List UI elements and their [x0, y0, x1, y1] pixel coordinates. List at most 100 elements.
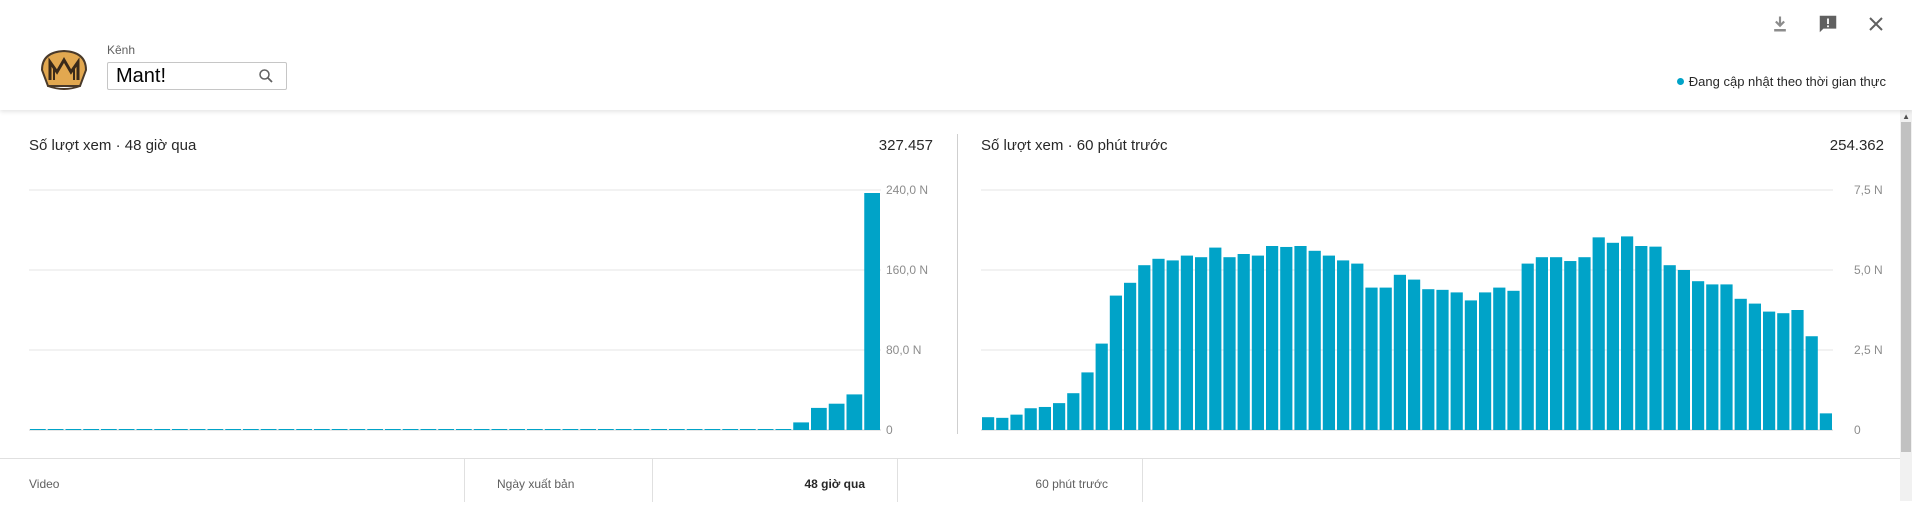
- chart1-bar[interactable]: [828, 403, 845, 430]
- chart2-bar[interactable]: [1819, 413, 1832, 430]
- scroll-up-arrow[interactable]: ▲: [1902, 112, 1910, 121]
- chart2-bar[interactable]: [1692, 281, 1705, 430]
- chart2-bar[interactable]: [1479, 292, 1492, 430]
- chart1-bar[interactable]: [864, 193, 880, 430]
- close-icon[interactable]: [1862, 10, 1890, 38]
- chart2-bar[interactable]: [1493, 287, 1506, 430]
- chart1-bar[interactable]: [243, 429, 259, 430]
- column-header-60-minutes[interactable]: 60 phút trước: [897, 459, 1142, 502]
- chart2-bar[interactable]: [1521, 263, 1534, 430]
- chart2-bar[interactable]: [1138, 265, 1151, 430]
- chart1-bar[interactable]: [331, 429, 348, 430]
- chart2-bar[interactable]: [1266, 246, 1279, 430]
- chart2-bar[interactable]: [1379, 287, 1392, 430]
- chart2-bar[interactable]: [1393, 274, 1406, 430]
- chart1-bar[interactable]: [225, 429, 241, 430]
- chart1-bar[interactable]: [456, 429, 472, 430]
- chart2-bar[interactable]: [1237, 254, 1250, 430]
- chart2-bar[interactable]: [1550, 257, 1563, 430]
- feedback-icon[interactable]: [1814, 10, 1842, 38]
- chart1-bar[interactable]: [402, 429, 419, 430]
- chart2-bar[interactable]: [1180, 255, 1193, 430]
- chart2-bar[interactable]: [1720, 284, 1733, 430]
- column-header-48-hours[interactable]: 48 giờ qua: [652, 459, 897, 502]
- chart2-bar[interactable]: [1535, 257, 1548, 430]
- chart1-bar[interactable]: [562, 429, 579, 430]
- chart2-bar[interactable]: [1095, 343, 1108, 430]
- chart2-bar[interactable]: [1067, 393, 1080, 430]
- chart1-bar[interactable]: [615, 429, 632, 430]
- chart1-bar[interactable]: [172, 429, 188, 430]
- chart2-bar[interactable]: [1152, 258, 1165, 430]
- chart1-bar[interactable]: [278, 429, 295, 430]
- chart2-bar[interactable]: [1791, 310, 1804, 430]
- chart1-bar[interactable]: [722, 429, 738, 430]
- chart2-bar[interactable]: [1734, 298, 1747, 430]
- chart1-bar[interactable]: [669, 429, 685, 430]
- chart2-bar[interactable]: [1038, 406, 1051, 430]
- chart1-bar[interactable]: [420, 429, 437, 430]
- chart2-bar[interactable]: [1408, 279, 1421, 430]
- chart1-bar[interactable]: [580, 429, 596, 430]
- chart2-bar[interactable]: [1280, 246, 1293, 430]
- scrollbar-thumb[interactable]: [1901, 122, 1911, 452]
- chart1-bar[interactable]: [136, 429, 153, 430]
- chart2-bar[interactable]: [1464, 300, 1477, 430]
- chart1-bar[interactable]: [101, 429, 117, 430]
- chart1-bar[interactable]: [527, 429, 543, 430]
- chart2-bar[interactable]: [1621, 236, 1634, 430]
- chart1-bar[interactable]: [651, 429, 667, 430]
- chart1-bar[interactable]: [686, 429, 703, 430]
- chart1-bar[interactable]: [65, 429, 82, 430]
- chart2-bar[interactable]: [1507, 290, 1520, 430]
- chart2-bar[interactable]: [1195, 257, 1208, 430]
- chart1-bar[interactable]: [740, 429, 756, 430]
- chart2-bar[interactable]: [1294, 246, 1307, 430]
- chart2-bar[interactable]: [996, 417, 1009, 430]
- chart2-bar[interactable]: [1337, 260, 1350, 430]
- chart2-bar[interactable]: [1805, 336, 1818, 430]
- chart1-bar[interactable]: [757, 429, 774, 430]
- chart2-bar[interactable]: [1422, 289, 1435, 430]
- channel-selector[interactable]: Mant!: [107, 62, 287, 90]
- chart2-bar[interactable]: [1578, 257, 1591, 430]
- chart1-bar[interactable]: [544, 429, 561, 430]
- chart2-bar[interactable]: [1365, 287, 1378, 430]
- chart2-bar[interactable]: [1706, 284, 1719, 430]
- chart2-bar[interactable]: [1748, 303, 1761, 430]
- chart1-bar[interactable]: [598, 429, 614, 430]
- chart1-bar[interactable]: [633, 429, 650, 430]
- chart2-bar[interactable]: [1777, 313, 1790, 430]
- chart1-bar[interactable]: [509, 429, 525, 430]
- chart1-bar[interactable]: [47, 429, 64, 430]
- chart2-bar[interactable]: [1436, 289, 1449, 430]
- chart1-bar[interactable]: [811, 407, 827, 430]
- chart2-bar[interactable]: [1223, 257, 1236, 430]
- chart1-bar[interactable]: [793, 422, 809, 430]
- chart1-bar[interactable]: [154, 429, 170, 430]
- chart2-bar[interactable]: [1053, 403, 1066, 430]
- download-icon[interactable]: [1766, 10, 1794, 38]
- chart1-bar[interactable]: [314, 429, 330, 430]
- chart2-bar[interactable]: [982, 417, 995, 430]
- chart2-bar[interactable]: [1124, 282, 1137, 430]
- chart1-bar[interactable]: [473, 429, 490, 430]
- chart2-bar[interactable]: [1592, 237, 1605, 430]
- chart2-bar[interactable]: [1663, 265, 1676, 430]
- chart1-bar[interactable]: [438, 429, 454, 430]
- chart1-bar[interactable]: [704, 429, 721, 430]
- chart2-bar[interactable]: [1081, 372, 1094, 430]
- chart2-bar[interactable]: [1635, 246, 1648, 430]
- chart2-bar[interactable]: [1308, 250, 1321, 430]
- search-icon[interactable]: [252, 62, 280, 90]
- chart1-bar[interactable]: [349, 429, 366, 430]
- chart2-bar[interactable]: [1606, 242, 1619, 430]
- chart1-bar[interactable]: [296, 429, 312, 430]
- chart1-bar[interactable]: [118, 429, 135, 430]
- column-header-video[interactable]: Video: [29, 477, 60, 491]
- chart1-bar[interactable]: [83, 429, 99, 430]
- chart1-bar[interactable]: [385, 429, 401, 430]
- chart1-bar[interactable]: [846, 394, 863, 430]
- chart2-bar[interactable]: [1024, 408, 1037, 430]
- chart1-bar[interactable]: [30, 429, 46, 430]
